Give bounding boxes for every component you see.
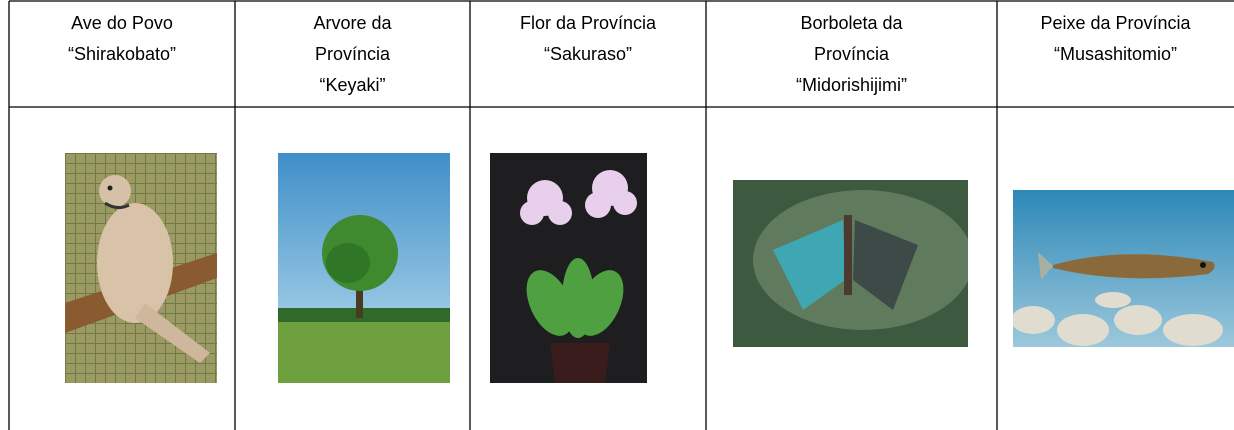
- header-line: Arvore da: [313, 13, 392, 33]
- dove-photo: [65, 153, 217, 383]
- butterfly-photo: [733, 180, 968, 347]
- fish-photo: [1013, 190, 1234, 347]
- header-line: Ave do Povo: [71, 13, 173, 33]
- header-line: Província: [813, 44, 890, 64]
- header-line: Flor da Província: [519, 13, 657, 33]
- header-cell: Borboleta da Província “Midorishijimi”: [706, 8, 997, 101]
- header-line: Província: [314, 44, 391, 64]
- header-cell: Flor da Província “Sakuraso”: [470, 8, 706, 70]
- header-line: “Musashitomio”: [1053, 44, 1178, 64]
- header-cell: Arvore da Província “Keyaki”: [235, 8, 470, 101]
- tree-photo: [278, 153, 450, 383]
- header-line: “Sakuraso”: [543, 44, 633, 64]
- header-line: “Midorishijimi”: [796, 75, 907, 95]
- flower-photo: [490, 153, 647, 383]
- header-line: Peixe da Província: [1040, 13, 1191, 33]
- header-line: “Shirakobato”: [67, 44, 177, 64]
- header-cell: Peixe da Província “Musashitomio”: [997, 8, 1234, 70]
- header-line: “Keyaki”: [319, 75, 386, 95]
- header-line: Borboleta da: [800, 13, 903, 33]
- header-cell: Ave do Povo “Shirakobato”: [9, 8, 235, 70]
